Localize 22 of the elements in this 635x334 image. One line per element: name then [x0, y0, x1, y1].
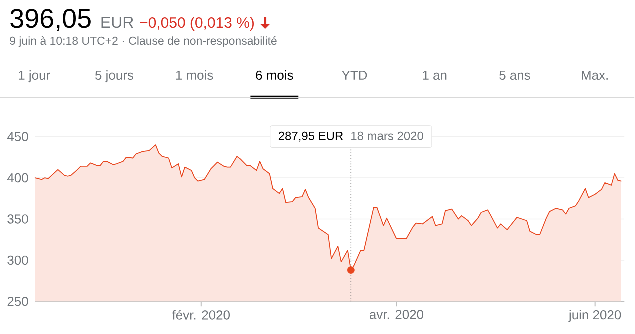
y-tick-label: 250: [8, 297, 28, 306]
annotation: 287,95 EUR: [278, 132, 344, 142]
x-tick-label: juin 2020: [568, 310, 622, 322]
text: YTD: [342, 71, 368, 80]
text: 1 an: [423, 71, 447, 80]
y-tick-label: 300: [8, 256, 28, 266]
chart-title: 396,05: [10, 9, 91, 32]
y-tick-label: 350: [8, 214, 28, 224]
chart-subtitle: 9 juin à 10:18 UTC+2 · Clause de non-responsabilité: [10, 36, 277, 48]
ref-line-label: 18 mars 2020: [352, 132, 424, 141]
text: −0,050 (0,013 %): [140, 17, 254, 32]
text: EUR: [102, 17, 134, 28]
text: 5 ans: [500, 71, 530, 80]
x-tick-label: avr. 2020: [370, 310, 424, 320]
y-tick-label: 450: [7, 132, 28, 142]
text: 5 jours: [95, 70, 134, 83]
text: 1 jour: [19, 70, 50, 83]
y-tick-label: 400: [7, 174, 28, 183]
x-tick-label: févr. 2020: [172, 310, 230, 320]
text: 1 mois: [176, 70, 214, 80]
text: 6 mois: [256, 70, 294, 80]
text: Max.: [582, 71, 608, 80]
